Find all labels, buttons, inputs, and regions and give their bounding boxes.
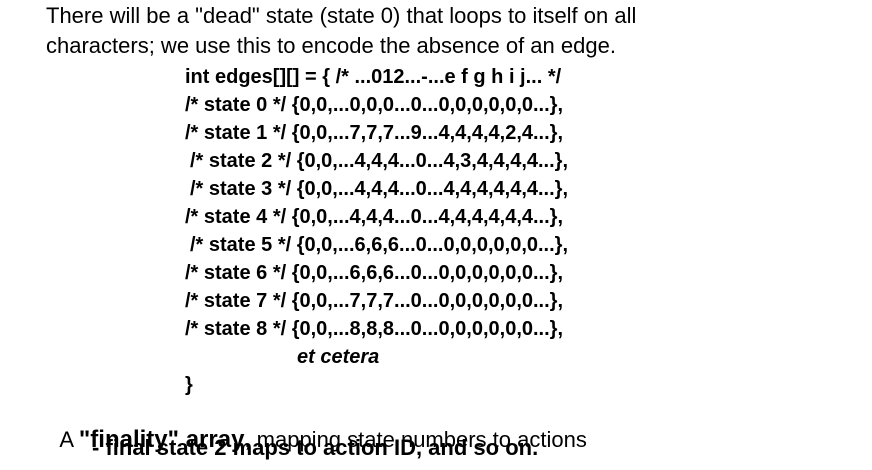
code-row-state-8: /* state 8 */ {0,0,...8,8,8...0...0,0,0,…: [185, 318, 564, 340]
finality-heading: A "finality" array, mapping state number…: [46, 404, 587, 452]
code-row-state-4: /* state 4 */ {0,0,...4,4,4...0...4,4,4,…: [185, 206, 564, 228]
code-row-state-1: /* state 1 */ {0,0,...7,7,7...9...4,4,4,…: [185, 122, 564, 144]
code-row-state-6: /* state 6 */ {0,0,...6,6,6...0...0,0,0,…: [185, 262, 564, 284]
code-row-state-0: /* state 0 */ {0,0,...0,0,0...0...0,0,0,…: [185, 94, 564, 116]
code-row-state-7: /* state 7 */ {0,0,...7,7,7...0...0,0,0,…: [185, 290, 564, 312]
code-declaration: int edges[][] = { /* ...012...-...e f g …: [185, 66, 562, 88]
code-row-state-3: /* state 3 */ {0,0,...4,4,4...0...4,4,4,…: [190, 178, 569, 200]
code-row-state-2: /* state 2 */ {0,0,...4,4,4...0...4,3,4,…: [190, 150, 569, 172]
intro-line-1: There will be a "dead" state (state 0) t…: [46, 3, 637, 28]
finality-term: "finality" array: [78, 426, 245, 453]
code-et-cetera: et cetera: [297, 346, 380, 368]
finality-sub-point: - final state 2 maps to action ID, and s…: [92, 435, 539, 460]
intro-line-2: characters; we use this to encode the ab…: [46, 33, 616, 58]
code-closing-brace: }: [185, 374, 193, 396]
finality-description: , mapping state numbers to actions: [244, 427, 587, 452]
code-row-state-5: /* state 5 */ {0,0,...6,6,6...0...0,0,0,…: [190, 234, 569, 256]
finality-prefix: A: [59, 427, 79, 452]
